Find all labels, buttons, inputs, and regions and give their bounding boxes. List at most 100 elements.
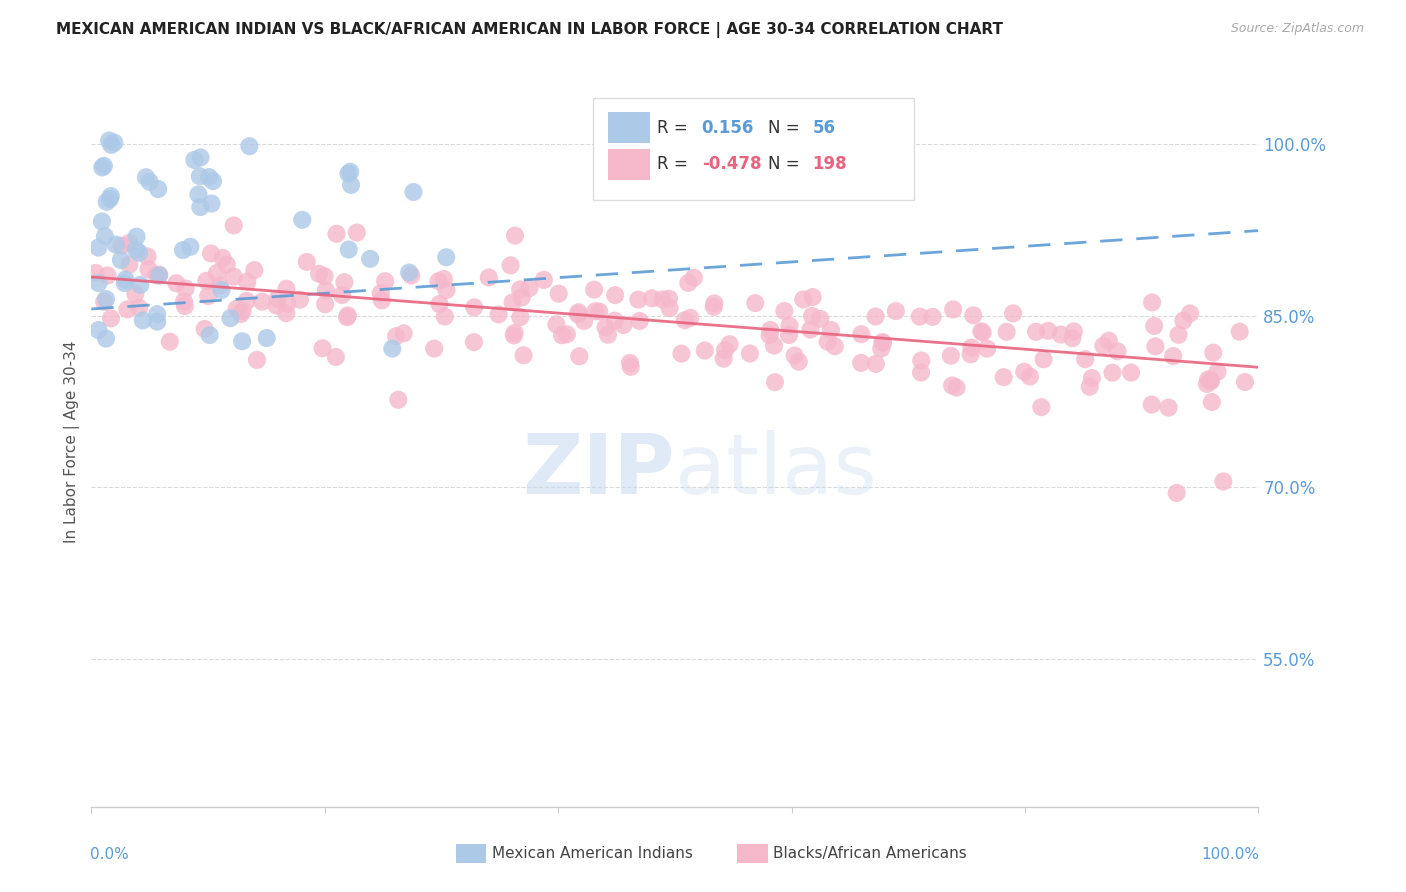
Point bbox=[787, 355, 810, 369]
Point bbox=[229, 307, 252, 321]
Point bbox=[1012, 365, 1035, 379]
Point bbox=[519, 281, 541, 295]
Point bbox=[96, 194, 118, 209]
Point bbox=[673, 313, 696, 327]
Point bbox=[851, 327, 873, 342]
Point bbox=[972, 326, 994, 340]
Point bbox=[98, 192, 121, 206]
Point bbox=[238, 139, 260, 153]
Point bbox=[620, 359, 643, 374]
Point bbox=[337, 167, 360, 181]
Point bbox=[315, 283, 337, 297]
Point bbox=[1101, 366, 1123, 380]
Point bbox=[555, 327, 578, 342]
Point bbox=[211, 251, 233, 265]
Point bbox=[288, 293, 311, 307]
Point bbox=[546, 318, 568, 332]
Point bbox=[436, 283, 458, 297]
Text: atlas: atlas bbox=[675, 430, 876, 511]
Point bbox=[824, 339, 846, 353]
Point bbox=[993, 370, 1015, 384]
Point bbox=[1140, 398, 1163, 412]
Point bbox=[201, 174, 224, 188]
Y-axis label: In Labor Force | Age 30-34: In Labor Force | Age 30-34 bbox=[65, 340, 80, 543]
Point bbox=[402, 185, 425, 199]
Point bbox=[945, 380, 967, 394]
Point bbox=[118, 235, 141, 250]
Point bbox=[94, 292, 117, 306]
Point bbox=[942, 302, 965, 317]
Point bbox=[200, 196, 222, 211]
Point bbox=[1144, 339, 1167, 353]
Point bbox=[84, 266, 107, 280]
Point bbox=[799, 322, 821, 336]
Point bbox=[995, 325, 1018, 339]
Point bbox=[215, 257, 238, 271]
Point bbox=[398, 266, 420, 280]
Point bbox=[1195, 376, 1218, 391]
Text: N =: N = bbox=[768, 119, 806, 136]
Point bbox=[808, 312, 831, 326]
Point bbox=[870, 342, 893, 356]
Point bbox=[93, 159, 115, 173]
Point bbox=[173, 294, 195, 309]
Point bbox=[132, 313, 155, 327]
Text: 198: 198 bbox=[813, 155, 848, 173]
Point bbox=[205, 266, 228, 280]
Point bbox=[1167, 327, 1189, 342]
Point bbox=[100, 137, 122, 152]
Point bbox=[174, 282, 197, 296]
Point bbox=[488, 307, 510, 321]
Point bbox=[572, 314, 595, 328]
Point bbox=[1173, 313, 1195, 327]
Text: MEXICAN AMERICAN INDIAN VS BLACK/AFRICAN AMERICAN IN LABOR FORCE | AGE 30-34 COR: MEXICAN AMERICAN INDIAN VS BLACK/AFRICAN… bbox=[56, 22, 1004, 38]
Point bbox=[960, 341, 983, 355]
Point bbox=[1036, 324, 1059, 338]
Text: N =: N = bbox=[768, 155, 806, 173]
Point bbox=[188, 200, 211, 214]
Text: 56: 56 bbox=[813, 119, 835, 136]
Point bbox=[208, 278, 231, 293]
Point bbox=[779, 318, 801, 333]
Point bbox=[190, 151, 212, 165]
Point bbox=[792, 293, 814, 307]
Point bbox=[658, 301, 681, 315]
Point bbox=[423, 342, 446, 356]
Point bbox=[851, 356, 873, 370]
Point bbox=[651, 293, 673, 307]
Point bbox=[87, 276, 110, 290]
Point bbox=[104, 237, 127, 252]
Point bbox=[778, 328, 800, 343]
Point bbox=[910, 366, 932, 380]
Point bbox=[232, 304, 254, 318]
Text: 100.0%: 100.0% bbox=[1202, 847, 1260, 863]
FancyBboxPatch shape bbox=[593, 98, 914, 200]
Point bbox=[583, 304, 606, 318]
Point bbox=[243, 263, 266, 277]
Point bbox=[509, 310, 531, 324]
Point bbox=[136, 250, 159, 264]
Point bbox=[148, 268, 170, 283]
Point bbox=[93, 294, 115, 309]
Point bbox=[612, 318, 634, 332]
Point bbox=[103, 136, 125, 150]
Point bbox=[1063, 324, 1085, 338]
Point bbox=[605, 288, 627, 302]
Point bbox=[1178, 306, 1201, 320]
Point bbox=[783, 349, 806, 363]
Point bbox=[211, 283, 233, 297]
Point bbox=[503, 228, 526, 243]
Point bbox=[1032, 352, 1054, 367]
Point bbox=[194, 322, 217, 336]
Point bbox=[325, 350, 347, 364]
Point bbox=[763, 375, 786, 389]
Point bbox=[87, 241, 110, 255]
Point bbox=[463, 301, 485, 315]
Point bbox=[200, 246, 222, 260]
Point bbox=[583, 283, 606, 297]
Point bbox=[198, 170, 221, 185]
Point bbox=[509, 282, 531, 296]
Point bbox=[678, 276, 700, 290]
Point bbox=[433, 310, 456, 324]
Point bbox=[596, 327, 619, 342]
